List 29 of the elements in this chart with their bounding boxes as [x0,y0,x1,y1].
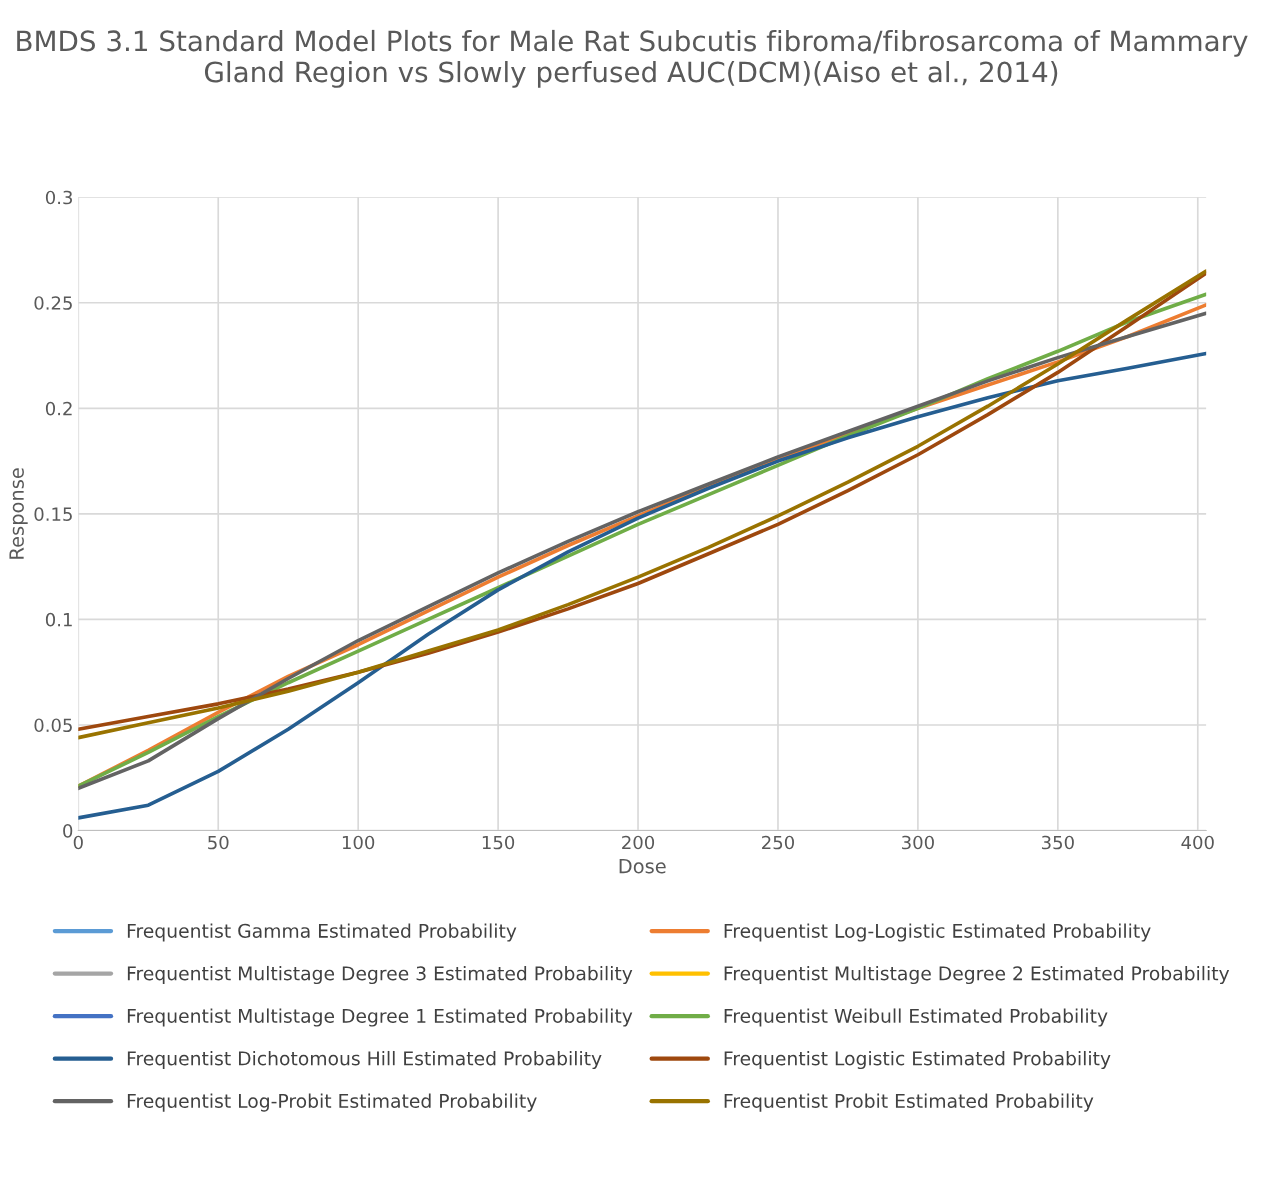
y-tick-label: 0.05 [34,718,72,733]
y-axis-title: Response [9,468,28,559]
legend-label: Frequentist Probit Estimated Probability [724,1093,1094,1112]
x-tick-label: 400 [1181,835,1214,850]
x-tick-label: 50 [208,835,229,850]
x-tick-label: 100 [342,835,375,850]
x-tick-label: 350 [1041,835,1074,850]
y-tick-label: 0 [63,823,73,838]
x-tick-label: 0 [73,835,83,850]
y-tick-label: 0.3 [45,190,72,205]
legend-label: Frequentist Log-Logistic Estimated Probability [724,923,1151,942]
chart-title: BMDS 3.1 Standard Model Plots for Male Rat Subcutis fibroma/fibrosarcoma of Mammary Gland Region vs Slowly perfused AUC(DCM)(Aiso et al., 2014) [17,29,1248,88]
legend-label: Frequentist Weibull Estimated Probability [724,1008,1108,1027]
legend-label: Frequentist Multistage Degree 3 Estimated Probability [127,965,633,985]
legend-label: Frequentist Gamma Estimated Probability [127,923,517,942]
y-tick-label: 0.15 [34,507,72,521]
legend-label: Frequentist Dichotomous Hill Estimated Probability [127,1050,602,1070]
y-tick-label: 0.2 [45,401,72,416]
y-tick-label: 0.25 [34,296,72,310]
x-tick-label: 300 [902,835,934,850]
x-tick-label: 150 [482,835,515,850]
x-axis-title: Dose [619,859,666,874]
legend-label: Frequentist Multistage Degree 2 Estimated Probability [724,965,1230,985]
legend-label: Frequentist Logistic Estimated Probability [724,1050,1111,1070]
legend-label: Frequentist Log-Probit Estimated Probability [127,1093,537,1112]
x-tick-label: 250 [762,835,794,850]
y-tick-label: 0.1 [45,612,72,627]
legend-label: Frequentist Multistage Degree 1 Estimated Probability [127,1008,633,1027]
x-tick-label: 200 [622,835,655,850]
